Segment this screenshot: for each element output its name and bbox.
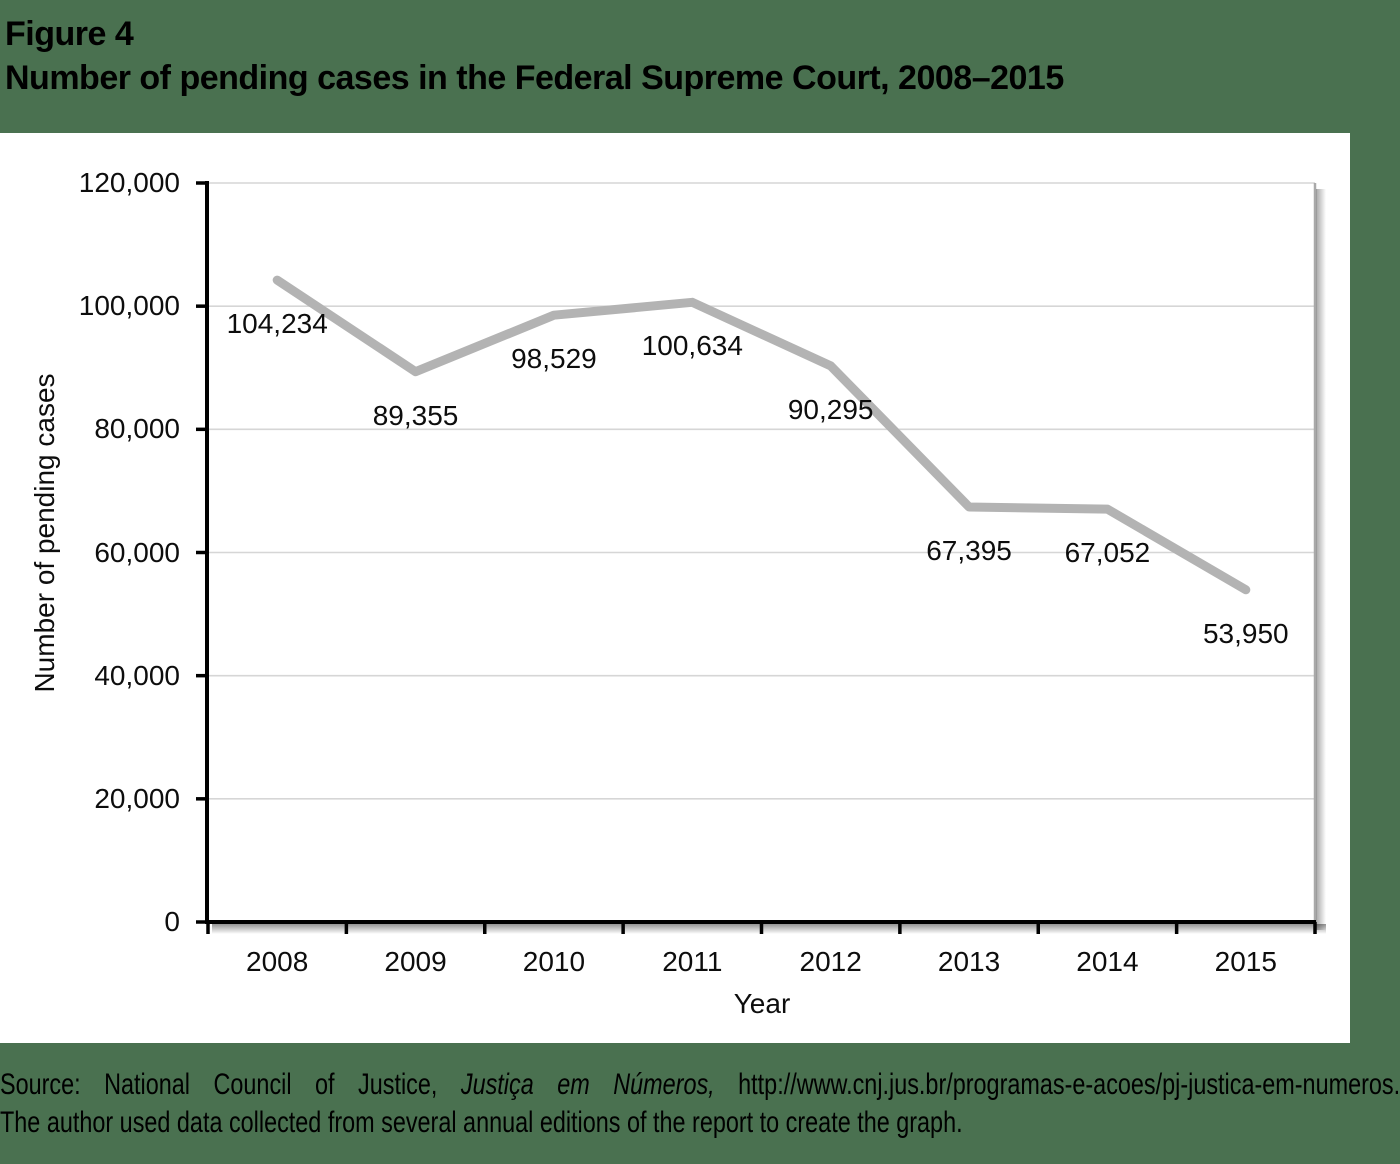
y-tick-label: 20,000 bbox=[94, 782, 180, 814]
x-tick-label: 2013 bbox=[937, 946, 1001, 977]
source-prefix: Source: National Council of Justice, bbox=[0, 1068, 461, 1101]
source-text-block: Source: National Council of Justice, Jus… bbox=[0, 1066, 1400, 1142]
data-label: 100,634 bbox=[641, 330, 743, 362]
data-label: 67,395 bbox=[926, 534, 1012, 566]
chart-area: 0 20,000 40,000 60,000 80,000 100,000 120,000 2… bbox=[0, 133, 1350, 1043]
x-tick-label: 2010 bbox=[522, 946, 586, 977]
y-tick-label: 100,000 bbox=[78, 290, 180, 322]
source-report-title-italic: Justiça em Números, bbox=[460, 1068, 715, 1101]
data-line bbox=[272, 275, 1251, 595]
x-tick-label: 2012 bbox=[799, 946, 862, 977]
y-axis-title: Number of pending cases bbox=[29, 373, 60, 693]
y-tick-label: 0 bbox=[164, 906, 180, 937]
data-label: 98,529 bbox=[511, 343, 597, 375]
y-tick-label: 120,000 bbox=[78, 167, 180, 198]
source-line-2: The author used data collected from seve… bbox=[0, 1106, 963, 1139]
x-tick-label: 2015 bbox=[1214, 946, 1277, 977]
x-tick-label: 2008 bbox=[246, 946, 309, 977]
figure-label: Figure 4 bbox=[5, 15, 134, 53]
y-tick-label: 80,000 bbox=[94, 413, 180, 445]
line-chart bbox=[196, 181, 1317, 934]
chart-labels-layer: 0 20,000 40,000 60,000 80,000 100,000 120,000 2… bbox=[0, 133, 1350, 1043]
figure-header: Figure 4 Number of pending cases in the … bbox=[5, 12, 1395, 100]
x-tick-label: 2009 bbox=[384, 946, 447, 977]
data-label: 67,052 bbox=[1064, 537, 1151, 569]
x-tick-label: 2011 bbox=[662, 946, 723, 977]
data-label: 90,295 bbox=[787, 393, 874, 425]
x-axis-title: Year bbox=[733, 988, 791, 1019]
source-note: Source: National Council of Justice, Jus… bbox=[0, 1066, 1400, 1142]
source-url: http://www.cnj.jus.br/programas-e-acoes/… bbox=[714, 1068, 1400, 1101]
source-line-1: Source: National Council of Justice, Jus… bbox=[0, 1066, 1400, 1104]
data-label: 89,355 bbox=[372, 399, 459, 431]
data-label: 104,234 bbox=[226, 308, 328, 340]
y-tick-label: 40,000 bbox=[94, 659, 180, 691]
y-tick-label: 60,000 bbox=[94, 536, 180, 568]
data-label: 53,950 bbox=[1202, 617, 1289, 649]
x-tick-label: 2014 bbox=[1076, 946, 1139, 977]
plot-shadow-right bbox=[1316, 189, 1326, 930]
plot-shadow-bottom bbox=[212, 924, 1326, 934]
figure-title: Number of pending cases in the Federal S… bbox=[5, 59, 1064, 97]
